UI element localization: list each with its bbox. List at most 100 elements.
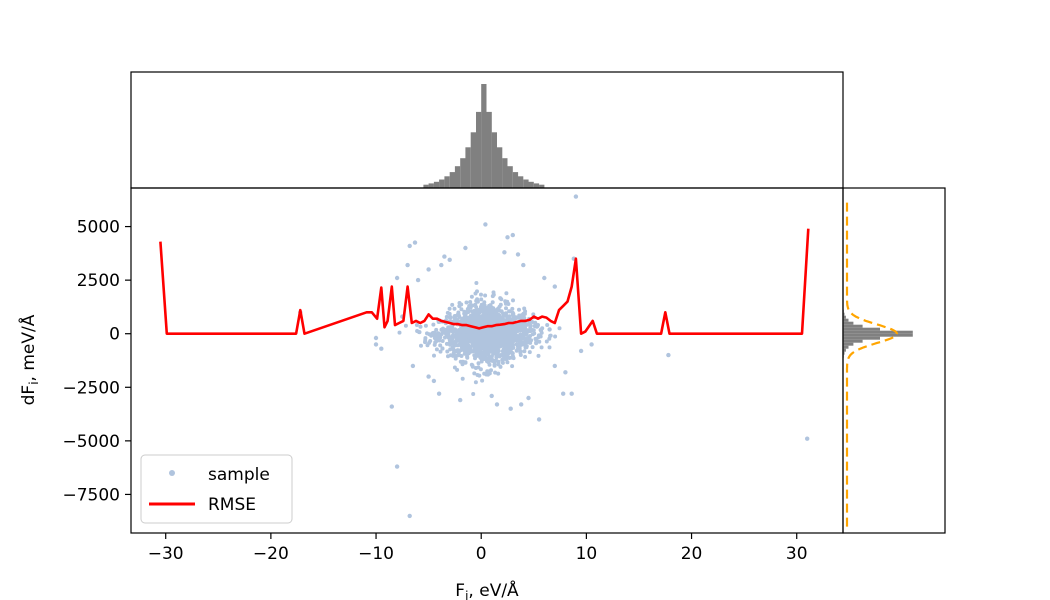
top-histogram-bar — [523, 179, 529, 188]
sample-point — [525, 330, 530, 334]
top-histogram-bar — [423, 184, 429, 188]
sample-point — [563, 370, 568, 375]
sample-point — [431, 378, 437, 384]
top-histogram-bar — [481, 84, 487, 188]
sample-point — [432, 353, 436, 358]
sample-point — [507, 309, 512, 314]
sample-point — [493, 370, 498, 375]
top-histogram-bar — [439, 179, 445, 188]
sample-point — [510, 325, 515, 330]
y-tick-label: 0 — [109, 325, 120, 345]
sample-point — [518, 350, 523, 355]
sample-point — [557, 326, 562, 331]
sample-point — [476, 365, 481, 370]
sample-point — [444, 314, 449, 319]
top-marginal-histogram — [130, 71, 844, 189]
sample-point — [476, 323, 481, 328]
sample-point — [485, 359, 489, 364]
sample-point — [482, 314, 487, 319]
sample-point — [474, 281, 479, 285]
sample-point — [415, 329, 420, 333]
sample-point — [475, 314, 479, 319]
sample-point — [479, 315, 484, 320]
sample-point — [470, 315, 475, 320]
sample-point — [470, 319, 475, 324]
x-axis-ticks: −30 −20 −10 0 10 20 30 — [148, 533, 808, 564]
sample-point — [465, 344, 470, 349]
right-histogram-bar — [843, 315, 846, 319]
sample-point — [542, 275, 547, 281]
y-tick-label: −7500 — [62, 485, 120, 505]
sample-point — [403, 323, 408, 328]
sample-point — [510, 342, 515, 347]
sample-point — [458, 359, 463, 364]
sample-point — [492, 362, 497, 367]
sample-point — [523, 325, 527, 330]
sample-point — [504, 291, 509, 296]
sample-scatter-points — [298, 194, 810, 519]
sample-point — [447, 311, 452, 316]
sample-point — [497, 313, 502, 317]
sample-point — [441, 326, 445, 331]
sample-point — [530, 320, 535, 324]
right-histogram-bars — [843, 309, 913, 358]
sample-point — [489, 393, 494, 399]
sample-point — [423, 323, 428, 328]
sample-point — [487, 332, 492, 337]
top-histogram-bar — [512, 172, 519, 188]
top-histogram-bar — [497, 147, 503, 188]
sample-point — [448, 353, 453, 358]
sample-point — [552, 363, 557, 369]
sample-point — [501, 357, 505, 362]
sample-point — [527, 350, 532, 355]
sample-point — [426, 374, 431, 379]
top-histogram-bar — [476, 111, 482, 188]
sample-point — [479, 334, 484, 339]
sample-point — [458, 397, 463, 403]
legend-sample-marker — [169, 470, 175, 476]
sample-point — [467, 335, 472, 340]
right-histogram-bar — [843, 327, 880, 331]
sample-point — [397, 330, 402, 335]
sample-point — [483, 328, 488, 333]
sample-point — [493, 327, 498, 332]
sample-point — [501, 311, 505, 316]
sample-point — [449, 341, 454, 346]
sample-point — [459, 307, 464, 312]
sample-point — [476, 330, 481, 335]
sample-point — [455, 318, 460, 323]
sample-point — [394, 275, 400, 281]
sample-point — [494, 315, 499, 320]
sample-point — [491, 290, 496, 295]
top-histogram-bar — [470, 132, 476, 188]
sample-point — [505, 360, 510, 365]
sample-point — [489, 329, 494, 334]
sample-point — [489, 309, 494, 314]
sample-point — [430, 331, 435, 336]
sample-point — [494, 355, 499, 360]
sample-point — [497, 354, 502, 359]
x-tick-label: 30 — [786, 544, 808, 564]
sample-point — [425, 343, 430, 348]
sample-point — [520, 314, 525, 319]
right-histogram-bar — [843, 351, 845, 355]
sample-point — [460, 376, 465, 381]
sample-point — [466, 310, 471, 315]
top-histogram-bar — [444, 176, 450, 188]
sample-point — [455, 330, 460, 335]
sample-point — [423, 340, 427, 345]
sample-point — [479, 297, 484, 302]
sample-point — [475, 297, 480, 302]
top-histogram-bar — [533, 183, 540, 188]
sample-point — [534, 341, 539, 346]
sample-point — [465, 355, 470, 360]
right-panel-frame — [842, 187, 946, 534]
sample-point — [447, 257, 452, 262]
top-histogram-bar — [491, 132, 497, 188]
sample-point — [461, 341, 465, 346]
sample-point — [471, 332, 476, 337]
sample-point — [516, 346, 520, 351]
sample-point — [438, 349, 443, 354]
sample-point — [474, 319, 479, 324]
